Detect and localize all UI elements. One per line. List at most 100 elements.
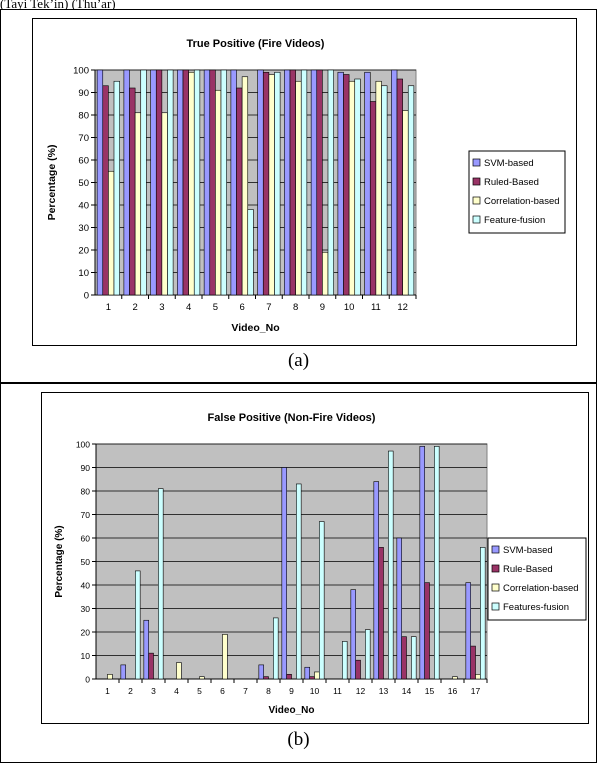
top-caption: (Tayi Tek’in) (Thu’ar) bbox=[0, 0, 116, 11]
legend-label: SVM-based bbox=[503, 545, 553, 556]
x-tick-label: 9 bbox=[320, 302, 325, 313]
bar-ruled-based-6 bbox=[236, 87, 243, 296]
bar-svm-based-8 bbox=[284, 69, 291, 296]
bar-ruled-based-10 bbox=[343, 74, 350, 296]
x-tick-label: 10 bbox=[310, 686, 320, 696]
x-tick-label: 17 bbox=[471, 686, 481, 696]
bar-svm-based-13 bbox=[373, 481, 379, 680]
bar-rule-based-13 bbox=[378, 547, 384, 680]
bar-features-fusion-2 bbox=[135, 570, 141, 680]
bar-rule-based-12 bbox=[355, 659, 361, 680]
bar-feature-fusion-5 bbox=[220, 69, 227, 296]
bar-features-fusion-17 bbox=[480, 547, 486, 680]
bar-feature-fusion-1 bbox=[113, 80, 120, 296]
bar-svm-based-4 bbox=[177, 69, 184, 296]
bar-feature-fusion-2 bbox=[140, 69, 147, 296]
bar-correlation-based-10 bbox=[348, 80, 356, 296]
bar-ruled-based-12 bbox=[396, 78, 403, 296]
x-tick-label: 15 bbox=[425, 686, 435, 696]
bar-ruled-based-8 bbox=[289, 69, 296, 296]
bar-correlation-based-12 bbox=[402, 110, 409, 296]
bar-correlation-based-5 bbox=[199, 676, 205, 680]
legend-swatch bbox=[472, 177, 481, 186]
bar-correlation-based-4 bbox=[188, 71, 195, 296]
bar-rule-based-14 bbox=[401, 636, 407, 680]
x-tick-label: 7 bbox=[266, 302, 271, 313]
bar-ruled-based-5 bbox=[209, 69, 216, 296]
bar-features-fusion-14 bbox=[411, 636, 417, 680]
legend-label: SVM-based bbox=[484, 158, 534, 169]
bar-correlation-based-9 bbox=[322, 251, 329, 296]
bar-svm-based-12 bbox=[391, 69, 398, 296]
legend-label: Feature-fusion bbox=[484, 215, 545, 226]
bar-correlation-based-10 bbox=[314, 671, 320, 680]
y-tick-label: 60 bbox=[78, 156, 89, 167]
bar-correlation-based-6 bbox=[222, 634, 228, 680]
y-tick-label: 30 bbox=[81, 604, 91, 614]
bar-correlation-based-4 bbox=[176, 662, 182, 680]
bar-rule-based-17 bbox=[470, 645, 476, 680]
bar-feature-fusion-7 bbox=[274, 71, 281, 296]
panel-label-a: (a) bbox=[287, 350, 310, 371]
legend-swatch bbox=[491, 545, 500, 554]
bar-rule-based-15 bbox=[424, 582, 430, 680]
x-tick-label: 16 bbox=[448, 686, 458, 696]
x-tick-label: 13 bbox=[379, 686, 389, 696]
y-tick-label: 80 bbox=[81, 487, 91, 497]
x-tick-label: 9 bbox=[289, 686, 294, 696]
figure-panel-a: True Positive (Fire Videos) 0 10 20 30 40 50 60… bbox=[0, 9, 597, 383]
legend-label: Ruled-Based bbox=[484, 177, 539, 188]
y-tick-label: 10 bbox=[78, 268, 89, 279]
bar-features-fusion-12 bbox=[365, 629, 371, 680]
x-tick-label: 11 bbox=[333, 686, 342, 696]
bar-ruled-based-4 bbox=[182, 69, 189, 296]
bar-svm-based-15 bbox=[419, 446, 425, 680]
x-tick-label: 8 bbox=[293, 302, 298, 313]
legend-label: Rule-Based bbox=[503, 564, 553, 575]
bar-rule-based-8 bbox=[263, 676, 269, 680]
legend-label: Correlation-based bbox=[503, 583, 579, 594]
bar-svm-based-3 bbox=[143, 619, 149, 680]
bar-svm-based-7 bbox=[257, 69, 264, 296]
bar-feature-fusion-9 bbox=[327, 69, 334, 296]
bar-rule-based-10 bbox=[309, 676, 315, 680]
bar-correlation-based-16 bbox=[452, 676, 458, 680]
y-tick-label: 30 bbox=[78, 223, 89, 234]
y-tick-label: 10 bbox=[81, 651, 91, 661]
bar-svm-based-5 bbox=[203, 69, 211, 296]
legend-label: Features-fusion bbox=[503, 602, 569, 613]
bar-features-fusion-3 bbox=[158, 488, 164, 680]
bar-correlation-based-2 bbox=[134, 112, 142, 296]
chart-title: False Positive (Non-Fire Videos) bbox=[208, 412, 376, 424]
false-positive-chart: False Positive (Non-Fire Videos) 0 10 20 30 4… bbox=[54, 412, 587, 716]
y-tick-label: 100 bbox=[76, 440, 90, 450]
legend-swatch bbox=[472, 158, 481, 167]
bar-correlation-based-1 bbox=[108, 170, 115, 296]
bar-svm-based-12 bbox=[350, 589, 356, 680]
y-tick-label: 90 bbox=[78, 88, 89, 99]
bar-svm-based-8 bbox=[258, 664, 264, 680]
x-tick-label: 4 bbox=[174, 686, 179, 696]
chart-title: True Positive (Fire Videos) bbox=[187, 38, 325, 50]
legend bbox=[468, 150, 566, 234]
bar-correlation-based-1 bbox=[107, 673, 113, 680]
y-tick-label: 20 bbox=[78, 246, 89, 257]
bar-svm-based-11 bbox=[364, 71, 371, 296]
legend-label: Correlation-based bbox=[484, 196, 560, 207]
bar-correlation-based-11 bbox=[375, 80, 382, 296]
legend-swatch bbox=[472, 215, 481, 224]
y-tick-label: 90 bbox=[81, 463, 91, 473]
bar-correlation-based-5 bbox=[215, 89, 222, 296]
x-tick-label: 6 bbox=[239, 302, 244, 313]
x-tick-label: 8 bbox=[266, 686, 271, 696]
bar-feature-fusion-11 bbox=[381, 85, 388, 296]
bar-svm-based-2 bbox=[123, 69, 130, 296]
bar-ruled-based-9 bbox=[316, 69, 323, 296]
bar-feature-fusion-10 bbox=[354, 78, 361, 296]
bar-rule-based-9 bbox=[286, 673, 292, 680]
x-tick-label: 4 bbox=[186, 302, 191, 313]
bar-svm-based-1 bbox=[96, 69, 104, 296]
bar-svm-based-10 bbox=[304, 666, 310, 680]
x-tick-label: 2 bbox=[132, 302, 137, 313]
y-tick-label: 50 bbox=[81, 557, 91, 567]
